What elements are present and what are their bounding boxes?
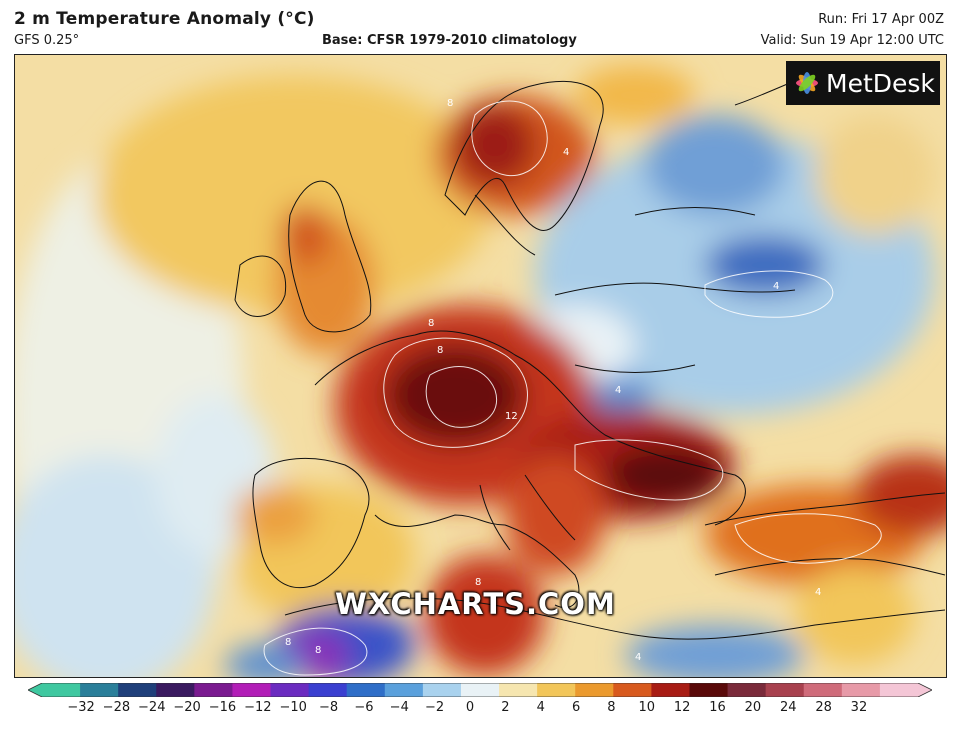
colorbar-segment	[651, 683, 691, 697]
colorbar-ticks: −32 −28 −24 −20 −16 −12 −10 −8 −6 −4 −2 0 2 4 6 8 10 12 16…	[0, 700, 960, 720]
colorbar-arrow-high	[918, 683, 932, 697]
colorbar-segment	[194, 683, 234, 697]
colorbar-arrow-low	[28, 683, 42, 697]
colorbar-segment	[575, 683, 614, 697]
colorbar-svg	[27, 682, 933, 698]
colorbar-segment	[80, 683, 119, 697]
colorbar-tick-label: 10	[638, 700, 656, 715]
contour-label: 4	[635, 652, 641, 663]
anomaly-map: 8 8 4 8 12 8 4 4 8 8 4 4 MetDesk WXCHART…	[14, 54, 947, 678]
colorbar-tick-label: −2	[425, 700, 445, 715]
contour-label: 8	[315, 645, 321, 656]
colorbar-tick-label: −10	[279, 700, 307, 715]
colorbar-tick-label: 20	[744, 700, 762, 715]
colorbar-tick-label: −24	[138, 700, 166, 715]
contour-lines	[263, 100, 882, 676]
colorbar-tick-label: −6	[354, 700, 374, 715]
colorbar-segment	[422, 683, 462, 697]
colorbar-tick-label: 8	[607, 700, 616, 715]
colorbar-segment	[499, 683, 538, 697]
chart-title: 2 m Temperature Anomaly (°C)	[14, 9, 315, 29]
contour-label: 4	[615, 385, 621, 396]
contour-label: 4	[815, 587, 821, 598]
colorbar-tick-label: 2	[501, 700, 510, 715]
contour-label: 8	[447, 98, 453, 109]
colorbar-tick-label: 4	[536, 700, 545, 715]
wxcharts-watermark: WXCHARTS.COM	[335, 587, 616, 621]
colorbar-segment	[537, 683, 576, 697]
colorbar-segment	[803, 683, 843, 697]
colorbar-segment	[613, 683, 652, 697]
colorbar-tick-label: −4	[389, 700, 409, 715]
colorbar-tick-label: 32	[850, 700, 868, 715]
colorbar-tick-label: −20	[173, 700, 201, 715]
valid-time: Valid: Sun 19 Apr 12:00 UTC	[760, 33, 944, 48]
colorbar-segment	[308, 683, 348, 697]
colorbar-segment	[270, 683, 310, 697]
colorbar-tick-label: 12	[673, 700, 691, 715]
contour-label: 4	[563, 147, 569, 158]
contour-label-group: 8 8 4 8 12 8 4 4 8 8 4 4	[285, 98, 821, 663]
contour-label: 12	[505, 411, 518, 422]
contour-label: 8	[437, 345, 443, 356]
colorbar-segment	[232, 683, 272, 697]
metdesk-logo-text: MetDesk	[826, 68, 935, 98]
colorbar-tick-label: 16	[709, 700, 726, 715]
colorbar-segment	[346, 683, 386, 697]
model-label: GFS 0.25°	[14, 33, 80, 48]
colorbar-segment	[841, 683, 881, 697]
climatology-base: Base: CFSR 1979-2010 climatology	[322, 33, 577, 48]
coastlines	[234, 64, 946, 640]
contour-label: 8	[285, 637, 291, 648]
colorbar-tick-label: −32	[67, 700, 95, 715]
colorbar-segment	[42, 683, 81, 697]
metdesk-logo-icon	[796, 72, 818, 94]
colorbar-tick-label: 6	[571, 700, 581, 715]
map-canvas: 8 8 4 8 12 8 4 4 8 8 4 4	[15, 55, 946, 677]
colorbar-segment	[879, 683, 919, 697]
colorbar-tick-label: 28	[815, 700, 832, 715]
run-time: Run: Fri 17 Apr 00Z	[818, 12, 944, 27]
colorbar-tick-label: 24	[779, 700, 797, 715]
contour-label: 8	[475, 577, 481, 588]
colorbar-segment	[156, 683, 195, 697]
contour-label: 8	[428, 318, 434, 329]
metdesk-logo: MetDesk	[786, 61, 940, 105]
colorbar-tick-label: −12	[244, 700, 272, 715]
colorbar-segment	[727, 683, 767, 697]
colorbar-tick-label: −8	[318, 700, 339, 715]
colorbar-segment	[118, 683, 157, 697]
colorbar-tick-label: 0	[465, 700, 475, 715]
colorbar-tick-label: −16	[208, 700, 237, 715]
contour-label: 4	[773, 281, 779, 292]
colorbar-tick-label: −28	[102, 700, 131, 715]
colorbar-segment	[765, 683, 805, 697]
colorbar-segment	[384, 683, 424, 697]
colorbar-segment	[689, 683, 729, 697]
colorbar	[27, 682, 933, 698]
colorbar-segment	[460, 683, 500, 697]
